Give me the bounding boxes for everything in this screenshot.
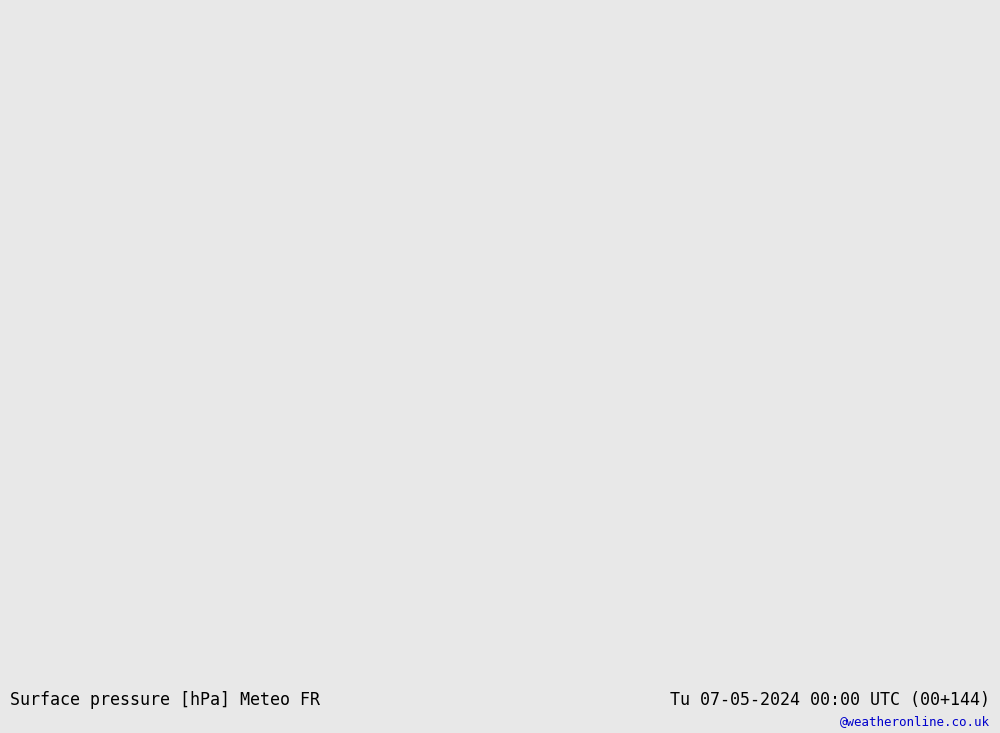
Text: Surface pressure [hPa] Meteo FR: Surface pressure [hPa] Meteo FR xyxy=(10,690,320,709)
Text: Tu 07-05-2024 00:00 UTC (00+144): Tu 07-05-2024 00:00 UTC (00+144) xyxy=(670,690,990,709)
Text: @weatheronline.co.uk: @weatheronline.co.uk xyxy=(840,715,990,728)
